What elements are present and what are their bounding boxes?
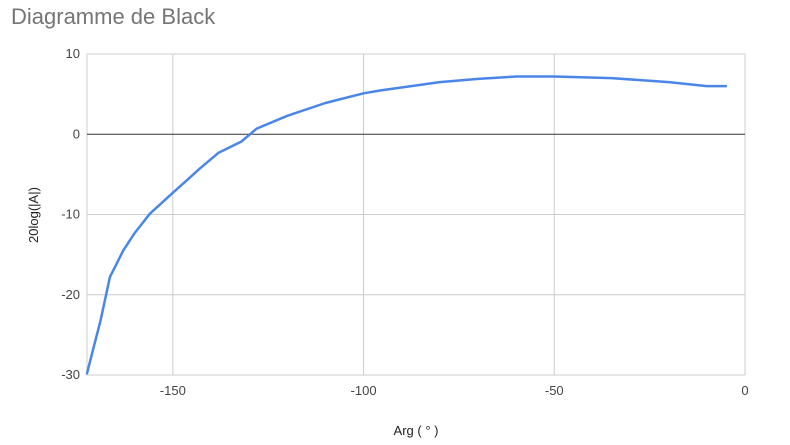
y-tick-label: 10 xyxy=(66,46,80,61)
y-tick-label: -20 xyxy=(61,287,80,302)
x-tick-label: 0 xyxy=(741,383,748,398)
x-tick-label: -50 xyxy=(545,383,564,398)
y-axis-label: 20log(|A|) xyxy=(26,187,41,243)
x-tick-label: -100 xyxy=(351,383,377,398)
chart-title: Diagramme de Black xyxy=(11,4,216,29)
y-tick-label: -30 xyxy=(61,367,80,382)
y-tick-label: 0 xyxy=(73,126,80,141)
series-line xyxy=(85,75,728,375)
series-layer xyxy=(85,75,728,375)
x-axis-label: Arg ( ° ) xyxy=(394,423,439,438)
y-tick-label: -10 xyxy=(61,207,80,222)
gridlines xyxy=(86,53,746,376)
x-tick-label: -150 xyxy=(160,383,186,398)
